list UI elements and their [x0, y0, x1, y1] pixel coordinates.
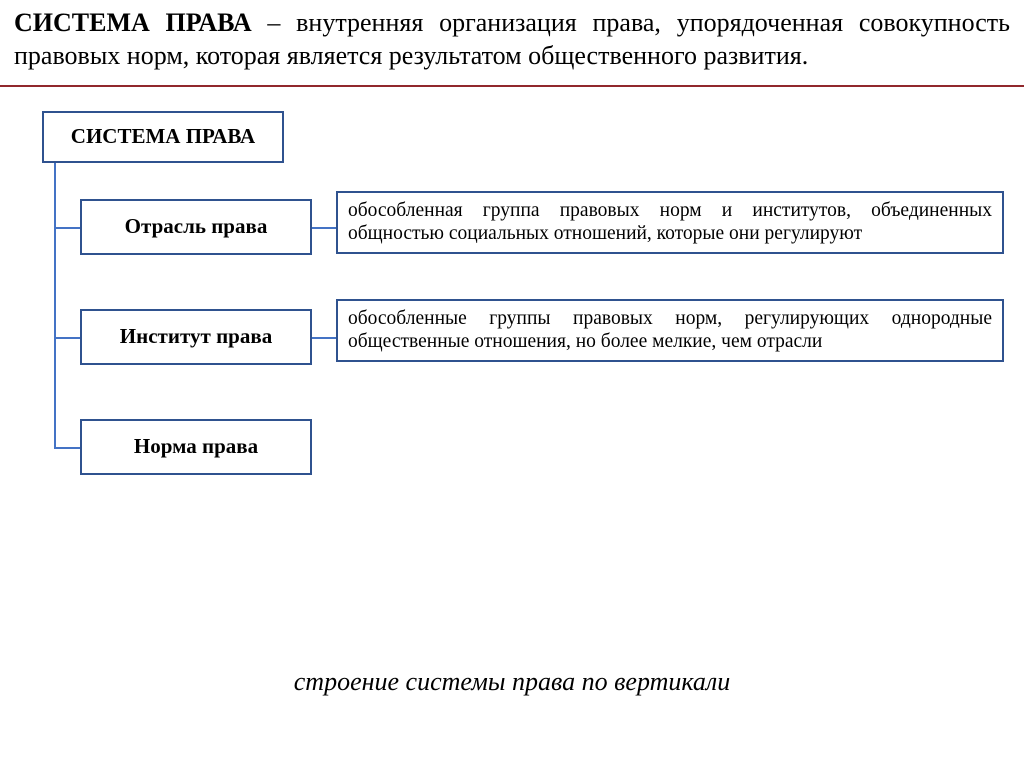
- definition-paragraph: СИСТЕМА ПРАВА – внутренняя организация п…: [0, 0, 1024, 85]
- node-root: СИСТЕМА ПРАВА: [42, 111, 284, 163]
- node-branch-law: Отрасль права: [80, 199, 312, 255]
- hierarchy-diagram: СИСТЕМА ПРАВА Отрасль права Институт пра…: [10, 99, 1014, 569]
- connector-branch-3: [54, 447, 80, 449]
- desc-institute-law-text: обособленные группы правовых норм, регул…: [348, 308, 992, 353]
- connector-trunk: [54, 163, 56, 447]
- node-institute-law: Институт права: [80, 309, 312, 365]
- node-norm-law: Норма права: [80, 419, 312, 475]
- desc-branch-law: обособленная группа правовых норм и инст…: [336, 191, 1004, 255]
- node-norm-law-label: Норма права: [134, 434, 258, 459]
- desc-branch-law-text: обособленная группа правовых норм и инст…: [348, 200, 992, 245]
- definition-term: СИСТЕМА ПРАВА: [14, 8, 252, 37]
- connector-branch-1: [54, 227, 80, 229]
- connector-desc-1: [312, 227, 336, 229]
- desc-institute-law: обособленные группы правовых норм, регул…: [336, 299, 1004, 363]
- connector-desc-2: [312, 337, 336, 339]
- diagram-caption: строение системы права по вертикали: [0, 667, 1024, 697]
- connector-branch-2: [54, 337, 80, 339]
- node-root-label: СИСТЕМА ПРАВА: [71, 124, 255, 149]
- node-branch-law-label: Отрасль права: [125, 214, 268, 239]
- divider-rule: [0, 85, 1024, 87]
- node-institute-law-label: Институт права: [120, 324, 272, 349]
